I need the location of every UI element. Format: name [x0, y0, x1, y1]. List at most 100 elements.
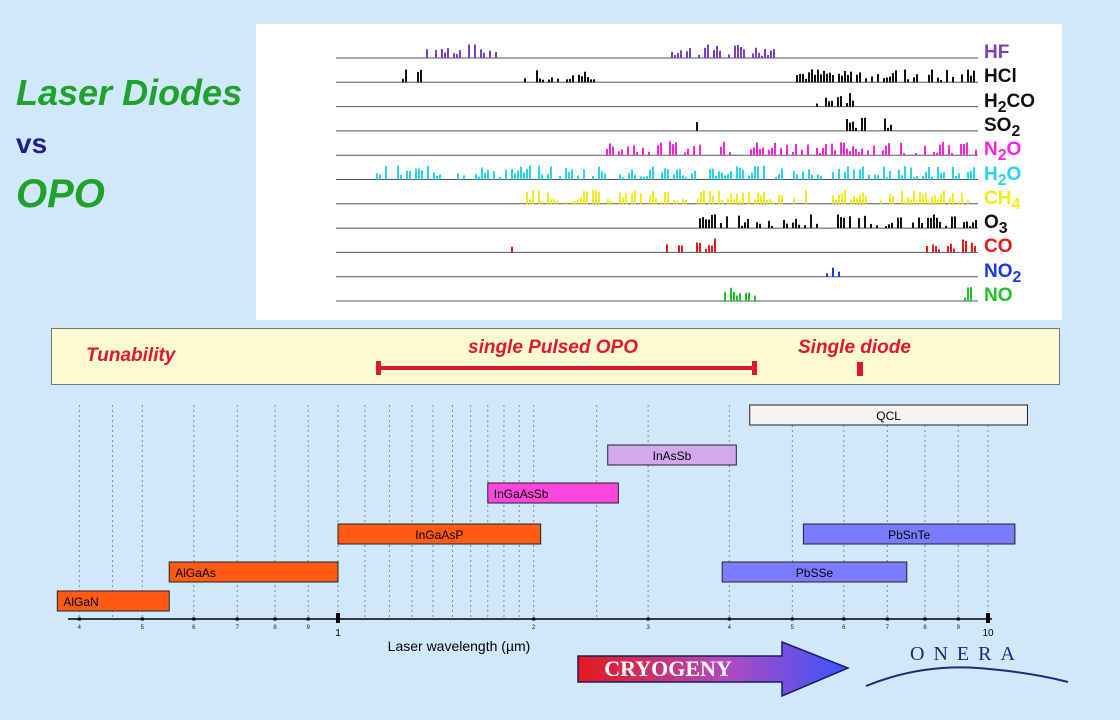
onera-logo: ONERA: [865, 643, 1069, 687]
spectrum-line: [939, 144, 941, 156]
spectrum-line: [774, 142, 776, 156]
spectrum-line: [925, 193, 927, 204]
range-bar: InGaAsSb: [487, 482, 619, 504]
spectrum-line: [495, 52, 497, 58]
spectrum-line: [951, 216, 953, 229]
opo-bar-left-cap: [376, 361, 381, 375]
spectrum-line: [829, 72, 831, 83]
spectrum-line: [612, 146, 614, 156]
x-minor-tick-label: 4: [78, 625, 82, 631]
spectrum-line: [936, 217, 938, 229]
spectrum-line: [970, 170, 972, 180]
spectrum-line: [966, 221, 968, 229]
spectrum-line: [864, 215, 866, 229]
spectrum-line: [539, 78, 541, 83]
spectrum-line: [846, 103, 848, 107]
spectrum-line: [962, 239, 964, 253]
spectrum-line: [843, 142, 845, 156]
spectrum-line: [738, 215, 740, 229]
spectrum-line: [951, 153, 953, 156]
spectrum-line: [606, 149, 608, 156]
molecule-label: NO2: [984, 260, 1022, 286]
spectrum-line: [480, 49, 482, 58]
spectrum-line: [928, 74, 930, 83]
spectrum-line: [969, 226, 971, 229]
spectrum-line: [672, 144, 674, 156]
spectrum-line: [569, 78, 571, 83]
x-minor-tick-label: 9: [307, 625, 311, 631]
spectrum-line: [676, 200, 678, 204]
spectrum-line: [610, 200, 612, 204]
spectrum-line: [819, 152, 821, 156]
spectrum-line: [856, 197, 858, 204]
spectrum-trace: [816, 93, 854, 107]
spectrum-line: [483, 52, 485, 58]
spectrum-line: [947, 246, 949, 253]
spectrum-line: [888, 143, 890, 156]
spectrum-line: [766, 200, 768, 204]
spectrum-line: [724, 292, 726, 301]
spectrum-line: [826, 273, 828, 277]
x-minor-tick: [923, 617, 927, 621]
x-minor-tick-label: 9: [957, 625, 961, 631]
spectrum-line: [667, 169, 669, 180]
molecule-label-box: CH4: [984, 187, 1021, 213]
spectrum-line: [536, 70, 538, 83]
spectrum-line: [832, 172, 834, 180]
spectrum-line: [838, 271, 840, 277]
molecule-label: CH4: [984, 187, 1021, 213]
spectrum-line: [805, 78, 807, 83]
opo-tunability-bar: [378, 366, 757, 370]
spectrum-line: [895, 70, 897, 83]
spectrum-line: [565, 167, 567, 180]
spectrum-line: [682, 175, 684, 180]
spectrum-line: [699, 218, 701, 229]
spectrum-line: [505, 169, 507, 180]
x-minor-tick: [727, 617, 731, 621]
spectrum-line: [918, 217, 920, 229]
spectrum-line: [849, 122, 851, 131]
x-minor-tick: [956, 617, 960, 621]
spectrum-line: [767, 54, 769, 58]
spectrum-line: [703, 190, 705, 204]
spectrum-line: [595, 190, 597, 204]
spectrum-line: [958, 173, 960, 180]
spectrum-line: [628, 173, 630, 180]
spectrum-line: [712, 196, 714, 204]
spectrum-line: [759, 148, 761, 156]
spectrum-line: [634, 190, 636, 204]
opo-bar-right-cap: [752, 361, 757, 375]
spectrum-line: [542, 79, 544, 83]
spectrum-line: [904, 69, 906, 83]
spectrum-line: [935, 246, 937, 253]
spectrum-line: [618, 151, 620, 156]
spectrum-line: [916, 200, 918, 204]
spectrum-line: [526, 192, 528, 204]
spectrum-line: [376, 173, 378, 180]
molecule-label-box: NO: [984, 285, 1013, 306]
spectrum-line: [733, 291, 735, 301]
spectrum-line: [919, 192, 921, 204]
spectrum-line: [583, 169, 585, 180]
spectrum-line: [921, 222, 923, 229]
spectrum-line: [901, 190, 903, 204]
spectrum-line: [718, 171, 720, 180]
spectrum-line: [770, 50, 772, 58]
spectrum-line: [840, 217, 842, 229]
title-vs: vs: [16, 128, 48, 159]
range-bar-rect: [337, 523, 542, 545]
spectrum-line: [714, 214, 716, 229]
spectrum-line: [754, 295, 756, 301]
cryogeny-label: CRYOGENY: [604, 656, 732, 681]
molecule-label-box: HF: [984, 42, 1009, 63]
spectrum-line: [831, 100, 833, 107]
spectrum-line: [379, 174, 381, 180]
spectrum-line: [713, 50, 715, 58]
spectrum-line: [772, 201, 774, 204]
spectrum-line: [457, 173, 459, 180]
spectrum-line: [877, 175, 879, 180]
spectrum-line: [928, 201, 930, 204]
spectrum-line: [673, 174, 675, 180]
spectrum-line: [726, 216, 728, 229]
laser-wavelength-chart: 4 5 6 7 8 9 2 3 4 5 6 7 8 9 1 10 Laser wavelength (µm) Al…: [56, 404, 1028, 654]
